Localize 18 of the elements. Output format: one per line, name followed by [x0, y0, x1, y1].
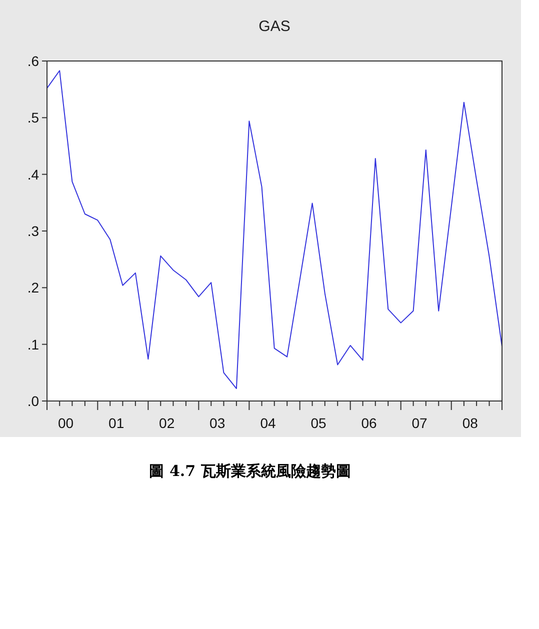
y-tick-label: .2 [27, 280, 40, 296]
y-tick-label: .5 [27, 110, 40, 126]
y-tick-label: .4 [27, 166, 40, 182]
y-tick-label: .3 [27, 223, 40, 239]
x-tick-label: 05 [310, 415, 327, 431]
x-tick-label: 03 [210, 415, 226, 431]
caption: 圖 4.7 瓦斯業系統風險趨勢圖 [149, 462, 351, 480]
x-tick-label: 08 [462, 415, 478, 431]
x-tick-label: 01 [108, 415, 124, 431]
y-tick-label: .6 [27, 53, 40, 69]
y-tick-label: .1 [27, 336, 40, 352]
x-tick-label: 00 [58, 415, 74, 431]
y-tick-label: .0 [27, 393, 40, 409]
chart-title: GAS [258, 18, 290, 35]
x-tick-label: 02 [159, 415, 175, 431]
x-tick-label: 06 [361, 415, 378, 431]
x-tick-label: 04 [260, 415, 276, 431]
x-tick-label: 07 [412, 415, 428, 431]
